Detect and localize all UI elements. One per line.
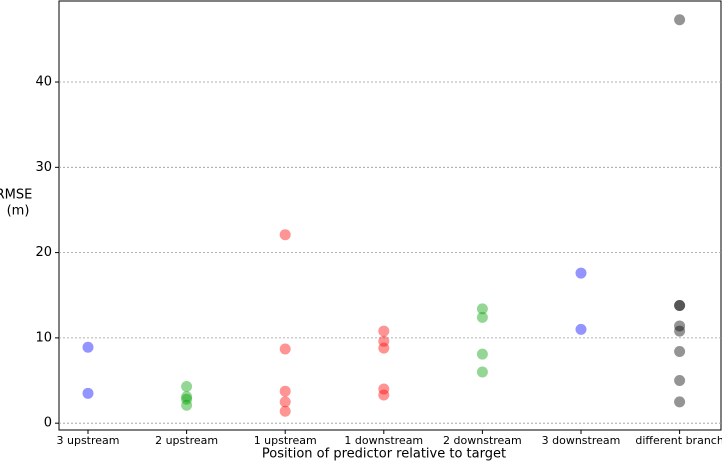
data-point [476,366,488,378]
data-point [674,325,686,337]
data-point [378,389,390,401]
data-point [575,267,587,279]
data-point [476,303,488,315]
data-point [674,375,686,387]
y-tick-label: 20 [35,245,52,260]
x-tick-label: different branch [635,434,722,447]
x-tick-label: 1 upstream [254,434,317,447]
data-point [181,391,193,403]
data-point [279,343,291,355]
data-point [181,393,193,405]
data-point [674,14,686,26]
data-point [378,383,390,395]
data-point [476,348,488,360]
x-tick-label: 2 upstream [155,434,218,447]
data-point [575,323,587,335]
data-point [279,405,291,417]
data-point [82,341,94,353]
data-point [279,396,291,408]
data-point [181,399,193,411]
y-axis-label: (m) [7,204,30,219]
data-point [674,396,686,408]
x-tick-label: 1 downstream [344,434,423,447]
x-tick-label: 3 upstream [57,434,120,447]
data-point [279,385,291,397]
data-point [674,346,686,358]
x-axis-label: Position of predictor relative to target [262,447,506,462]
data-point [279,229,291,241]
data-point [674,320,686,332]
data-point [82,387,94,399]
x-tick-label: 2 downstream [443,434,522,447]
data-point [476,311,488,323]
y-axis-label: RMSE [0,188,32,203]
x-tick-label: 3 downstream [542,434,621,447]
data-point [674,299,686,311]
plot-frame [58,0,722,431]
data-point [378,342,390,354]
data-point [378,325,390,337]
y-tick-label: 40 [35,75,52,90]
y-tick-label: 30 [35,160,52,175]
data-point [674,299,686,311]
y-tick-label: 10 [35,330,52,345]
data-point [181,381,193,393]
y-tick-label: 0 [44,416,52,431]
data-point [378,335,390,347]
